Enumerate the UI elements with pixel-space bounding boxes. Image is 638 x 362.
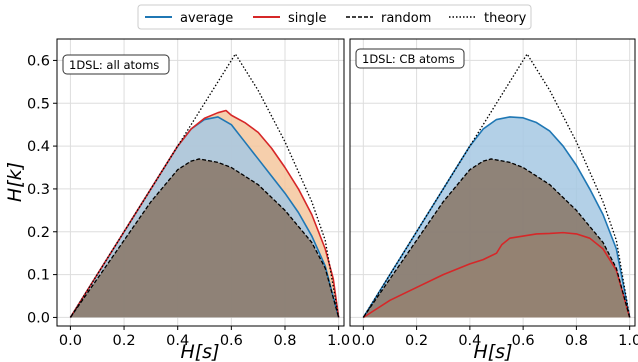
x-tick-label: 0.4 xyxy=(458,333,481,349)
y-axis-label: H[k] xyxy=(4,162,26,202)
y-tick-label: 0.2 xyxy=(27,225,50,241)
x-tick-label: 0.6 xyxy=(512,333,535,349)
y-tick-label: 0.1 xyxy=(27,268,50,284)
theory-line xyxy=(362,53,631,318)
y-tick-label: 0.0 xyxy=(27,310,50,326)
y-tick-label: 0.3 xyxy=(27,182,50,198)
x-axis-label: H[s] xyxy=(180,341,219,362)
random-line xyxy=(69,158,340,318)
x-tick-label: 0.8 xyxy=(273,333,296,349)
y-tick-label: 0.4 xyxy=(27,139,50,155)
x-tick-label: 0.4 xyxy=(166,333,189,349)
legend-single-label: single xyxy=(288,11,327,26)
panel-all-atoms: 0.0 0.2 0.4 0.6 0.8 1.00.00.10.20.30.40.50.6 … xyxy=(4,38,350,362)
y-tick-label: 0.5 xyxy=(27,96,50,112)
x-tick-label: 0.2 xyxy=(405,333,428,349)
random-area xyxy=(70,158,339,318)
panel-cb-atoms: 0.0 0.2 0.4 0.6 0.8 1.0 1DSL: CB atoms H[s] xyxy=(349,38,638,362)
annotation-box xyxy=(355,48,465,69)
ticks: 0.0 0.2 0.4 0.6 0.8 1.0 0.0 0.1 0.2 0.3 0.4 0.5 0.6 xyxy=(27,53,350,349)
annotation-text: 1DSL: CB atoms xyxy=(362,52,455,66)
series-lines xyxy=(362,53,631,319)
x-tick-label: 0.0 xyxy=(59,333,82,349)
y-tick-label: 0.6 xyxy=(27,53,50,69)
ticks: 0.0 0.2 0.4 0.6 0.8 1.0 xyxy=(352,326,638,349)
annotation-box xyxy=(62,54,170,75)
x-tick-label: 1.0 xyxy=(327,333,350,349)
annotation-text: 1DSL: all atoms xyxy=(69,58,159,72)
legend-average-label: average xyxy=(180,11,233,26)
legend-box xyxy=(137,4,532,30)
area-fills xyxy=(363,116,630,318)
axes-frame xyxy=(349,38,636,327)
random-line xyxy=(362,158,631,318)
x-tick-label: 0.8 xyxy=(565,333,588,349)
legend-random-label: random xyxy=(381,11,431,26)
series-lines xyxy=(69,53,340,318)
axes-frame xyxy=(56,38,345,327)
x-axis-label: H[s] xyxy=(473,341,512,362)
x-tick-label: 0.2 xyxy=(113,333,136,349)
legend-theory-label: theory xyxy=(484,11,527,26)
single-line xyxy=(362,231,631,319)
random-area xyxy=(363,158,630,318)
legend: average single random theory xyxy=(137,4,532,30)
average-line xyxy=(362,116,631,318)
area-fills xyxy=(70,110,339,318)
theory-line xyxy=(69,53,340,318)
x-tick-label: 0.0 xyxy=(352,333,375,349)
x-tick-label: 1.0 xyxy=(618,333,638,349)
x-tick-label: 0.6 xyxy=(220,333,243,349)
